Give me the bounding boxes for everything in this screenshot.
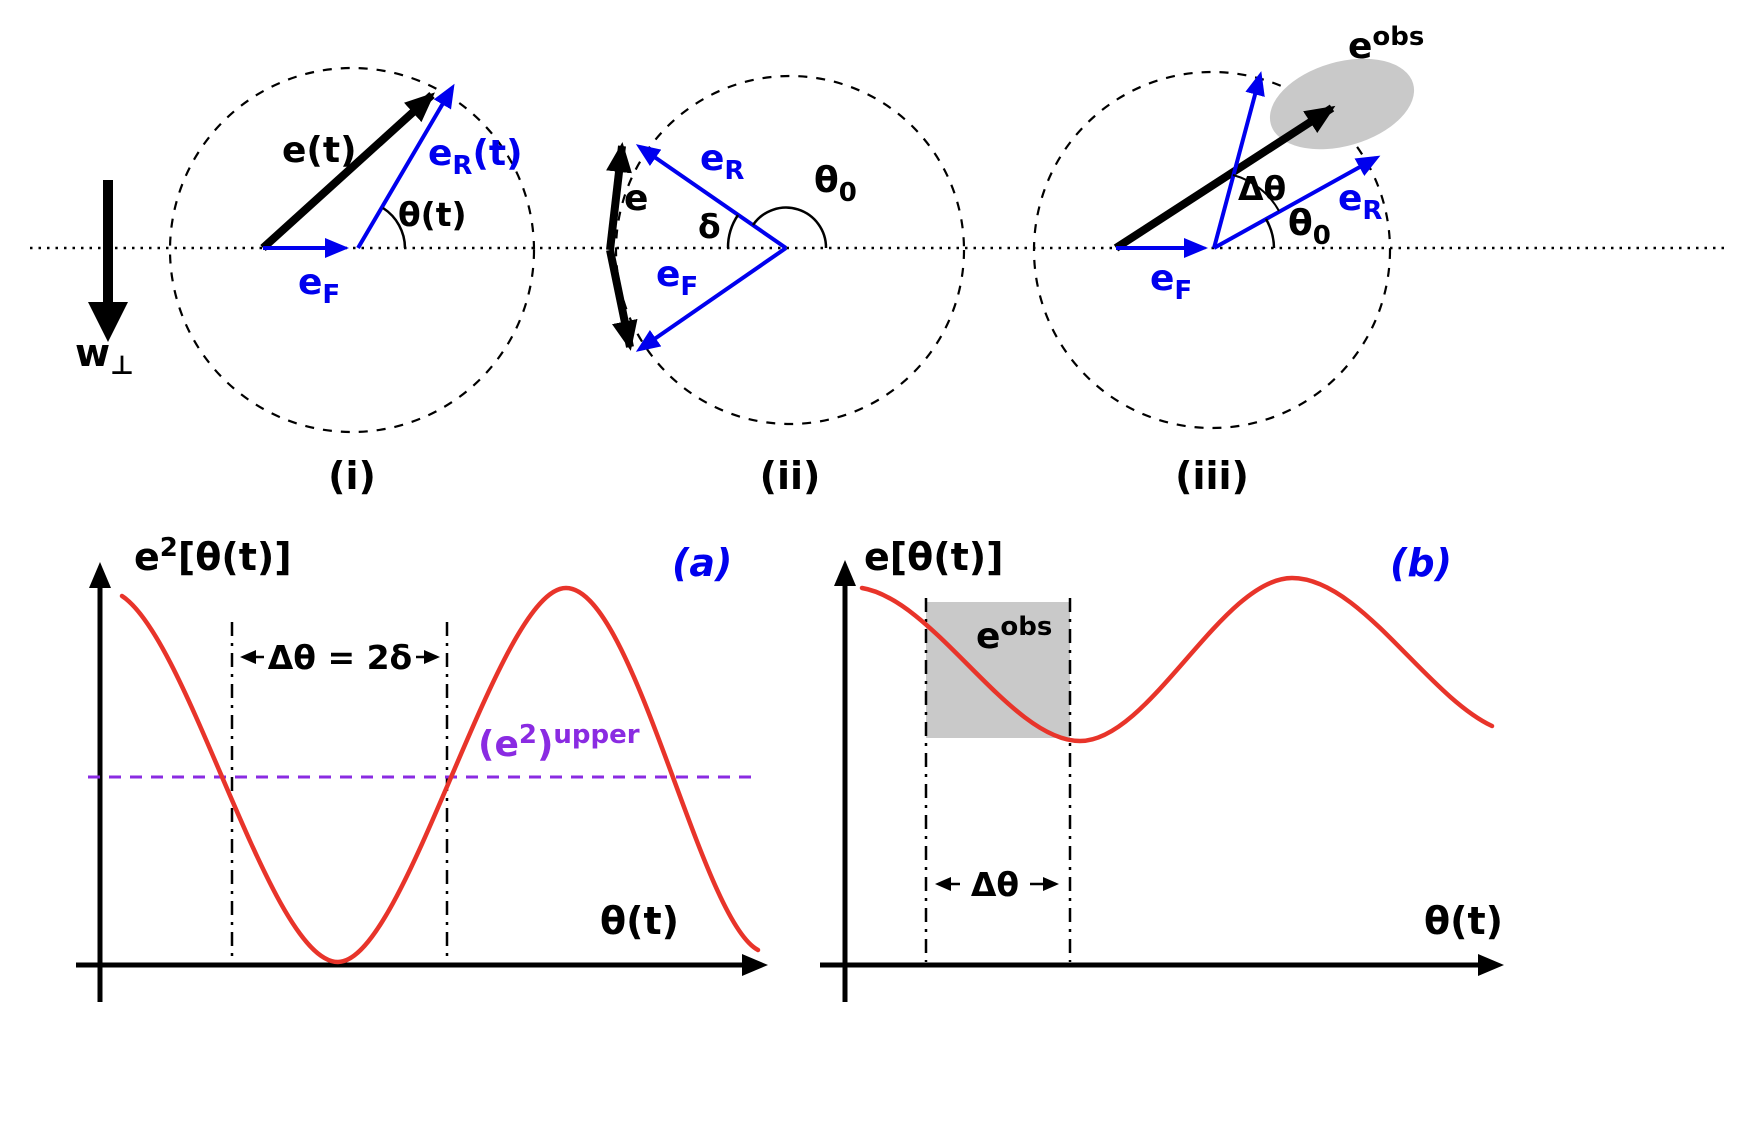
plot-a-upper-threshold-label: (e2)upper	[478, 720, 640, 765]
panel-i-dashed-circle	[168, 66, 536, 434]
plot-b-ylabel: e[θ(t)]	[864, 535, 1004, 579]
panel-ii-theta0-label: θ0	[814, 160, 857, 208]
panel-ii-vector-e-upper	[606, 142, 632, 251]
panel-i-tag: (i)	[328, 454, 376, 498]
plot-a-delta-annotation: Δθ = 2δ	[268, 638, 412, 677]
panel-iii-theta0-arc	[1264, 218, 1276, 249]
panel-ii-vector-eF	[635, 246, 788, 352]
panel-iii-theta0-label: θ0	[1288, 203, 1331, 251]
panel-i-e-t-label: e(t)	[282, 130, 357, 171]
panel-ii-theta0-arc	[751, 206, 828, 249]
panel-ii-dashed-circle	[614, 74, 966, 426]
w-perp-arrow-head	[88, 302, 128, 342]
plot-b-eobs-label: eobs	[976, 612, 1052, 657]
panel-ii-eR-label: eR	[700, 138, 744, 186]
panel-ii: eR e δ θ0 eF (ii)	[606, 74, 966, 498]
panel-iii-tag: (iii)	[1175, 454, 1249, 498]
panel-iii-eF-label: eF	[1150, 258, 1192, 306]
panel-iii-eR-label: eR	[1338, 178, 1382, 226]
panel-i-theta-arc	[382, 206, 407, 249]
panel-i-eR-t-label: eR(t)	[428, 133, 523, 181]
plot-a: e2[θ(t)] Δθ = 2δ (e2)upper θ(t) (a)	[76, 533, 768, 1002]
plot-a-red-curve	[119, 585, 761, 965]
panel-iii-vector-e	[1113, 104, 1336, 252]
plot-b-panel-tag: (b)	[1390, 541, 1452, 585]
panel-iii-dashed-circle	[1032, 70, 1392, 430]
panel-iii-vector-eR-rotated	[1212, 71, 1265, 249]
panel-ii-vector-e-lower	[606, 249, 638, 351]
panel-iii-vector-eR	[1213, 155, 1381, 250]
panel-i-theta-label: θ(t)	[398, 195, 467, 234]
panel-ii-delta-label: δ	[698, 207, 721, 246]
plot-b: e[θ(t)] eobs Δθ θ(t) (b)	[820, 535, 1504, 1002]
plot-b-delta-annotation: Δθ	[971, 865, 1019, 904]
plot-a-ylabel: e2[θ(t)]	[134, 533, 292, 579]
plot-a-panel-tag: (a)	[672, 541, 732, 585]
panel-ii-delta-arc	[726, 214, 740, 249]
panel-ii-e-label: e	[624, 178, 648, 219]
plot-b-xlabel: θ(t)	[1424, 899, 1503, 943]
panel-iii-delta-theta-arc	[1232, 174, 1280, 212]
plot-b-red-curve	[859, 575, 1495, 744]
plot-a-xlabel: θ(t)	[600, 899, 679, 943]
panel-iii-eobs-label: eobs	[1348, 22, 1424, 67]
panel-iii-eobs-ellipse	[1269, 58, 1415, 150]
panel-iii-delta-theta-label: Δθ	[1238, 169, 1286, 208]
plot-b-eobs-shaded-region	[926, 602, 1070, 738]
panel-ii-tag: (ii)	[760, 454, 821, 498]
panel-ii-eF-label: eF	[656, 254, 698, 302]
panel-i: e(t) eR(t) θ(t) eF (i)	[168, 66, 536, 498]
w-perp-arrow-group: w⊥	[75, 180, 134, 381]
panel-ii-vector-eR	[635, 144, 788, 250]
panel-i-vector-e-t	[260, 92, 435, 251]
panel-i-vector-eR-t	[356, 83, 455, 250]
panel-iii: eobs Δθ θ0 eR eF (iii)	[1032, 22, 1424, 498]
w-perp-label: w⊥	[75, 331, 134, 381]
panel-i-eF-label: eF	[298, 262, 340, 310]
